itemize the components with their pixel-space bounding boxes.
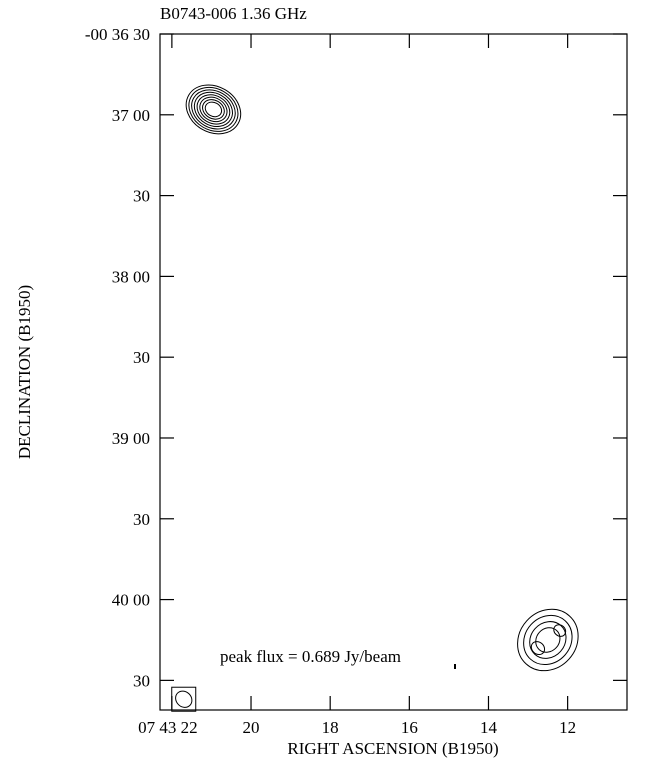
x-tick-label: 16 [401,718,418,737]
contour-level [199,96,228,123]
component-1 [185,84,242,135]
y-tick-label: 39 00 [112,429,150,448]
contour-level [193,91,233,128]
x-tick-labels: 07 43 22 20 18 16 14 12 [138,718,576,737]
y-tick-label: 38 00 [112,267,150,286]
chart-title: B0743-006 1.36 GHz [160,4,307,23]
x-tick-label: 18 [322,718,339,737]
x-axis-label: RIGHT ASCENSION (B1950) [287,739,498,758]
y-tick-label: 37 00 [112,106,150,125]
annotation-marker [454,664,456,669]
y-tick-label: 40 00 [112,591,150,610]
contour-level [517,608,579,672]
y-axis-label: DECLINATION (B1950) [15,285,34,459]
peak-flux-annotation: peak flux = 0.689 Jy/beam [220,647,401,666]
contour-level [188,86,239,132]
contour-level [523,614,573,666]
beam-box [171,686,197,712]
x-tick-label: 07 43 22 [138,718,198,737]
x-tick-label: 14 [480,718,498,737]
contour-peak [530,641,546,656]
contour-level [185,84,242,135]
beam-frame [171,686,197,712]
component-2 [517,608,579,672]
axis-ticks [160,33,627,710]
contour-level [196,94,231,125]
y-tick-label: 30 [133,187,150,206]
contour-level [202,99,225,120]
contour-level [191,89,236,130]
plot-frame [159,33,628,711]
contour-level [204,101,223,118]
contours [185,84,579,672]
beam-ellipse [175,690,193,708]
y-tick-label: -00 36 30 [85,25,150,44]
contour-peak [553,624,567,637]
contour-level [535,627,561,653]
x-tick-label: 20 [243,718,260,737]
y-tick-label: 30 [133,348,150,367]
y-tick-label: 30 [133,671,150,690]
y-tick-labels: -00 36 30 37 00 30 38 00 30 39 00 30 40 00 30 [85,25,150,690]
x-tick-label: 12 [559,718,576,737]
y-tick-label: 30 [133,510,150,529]
